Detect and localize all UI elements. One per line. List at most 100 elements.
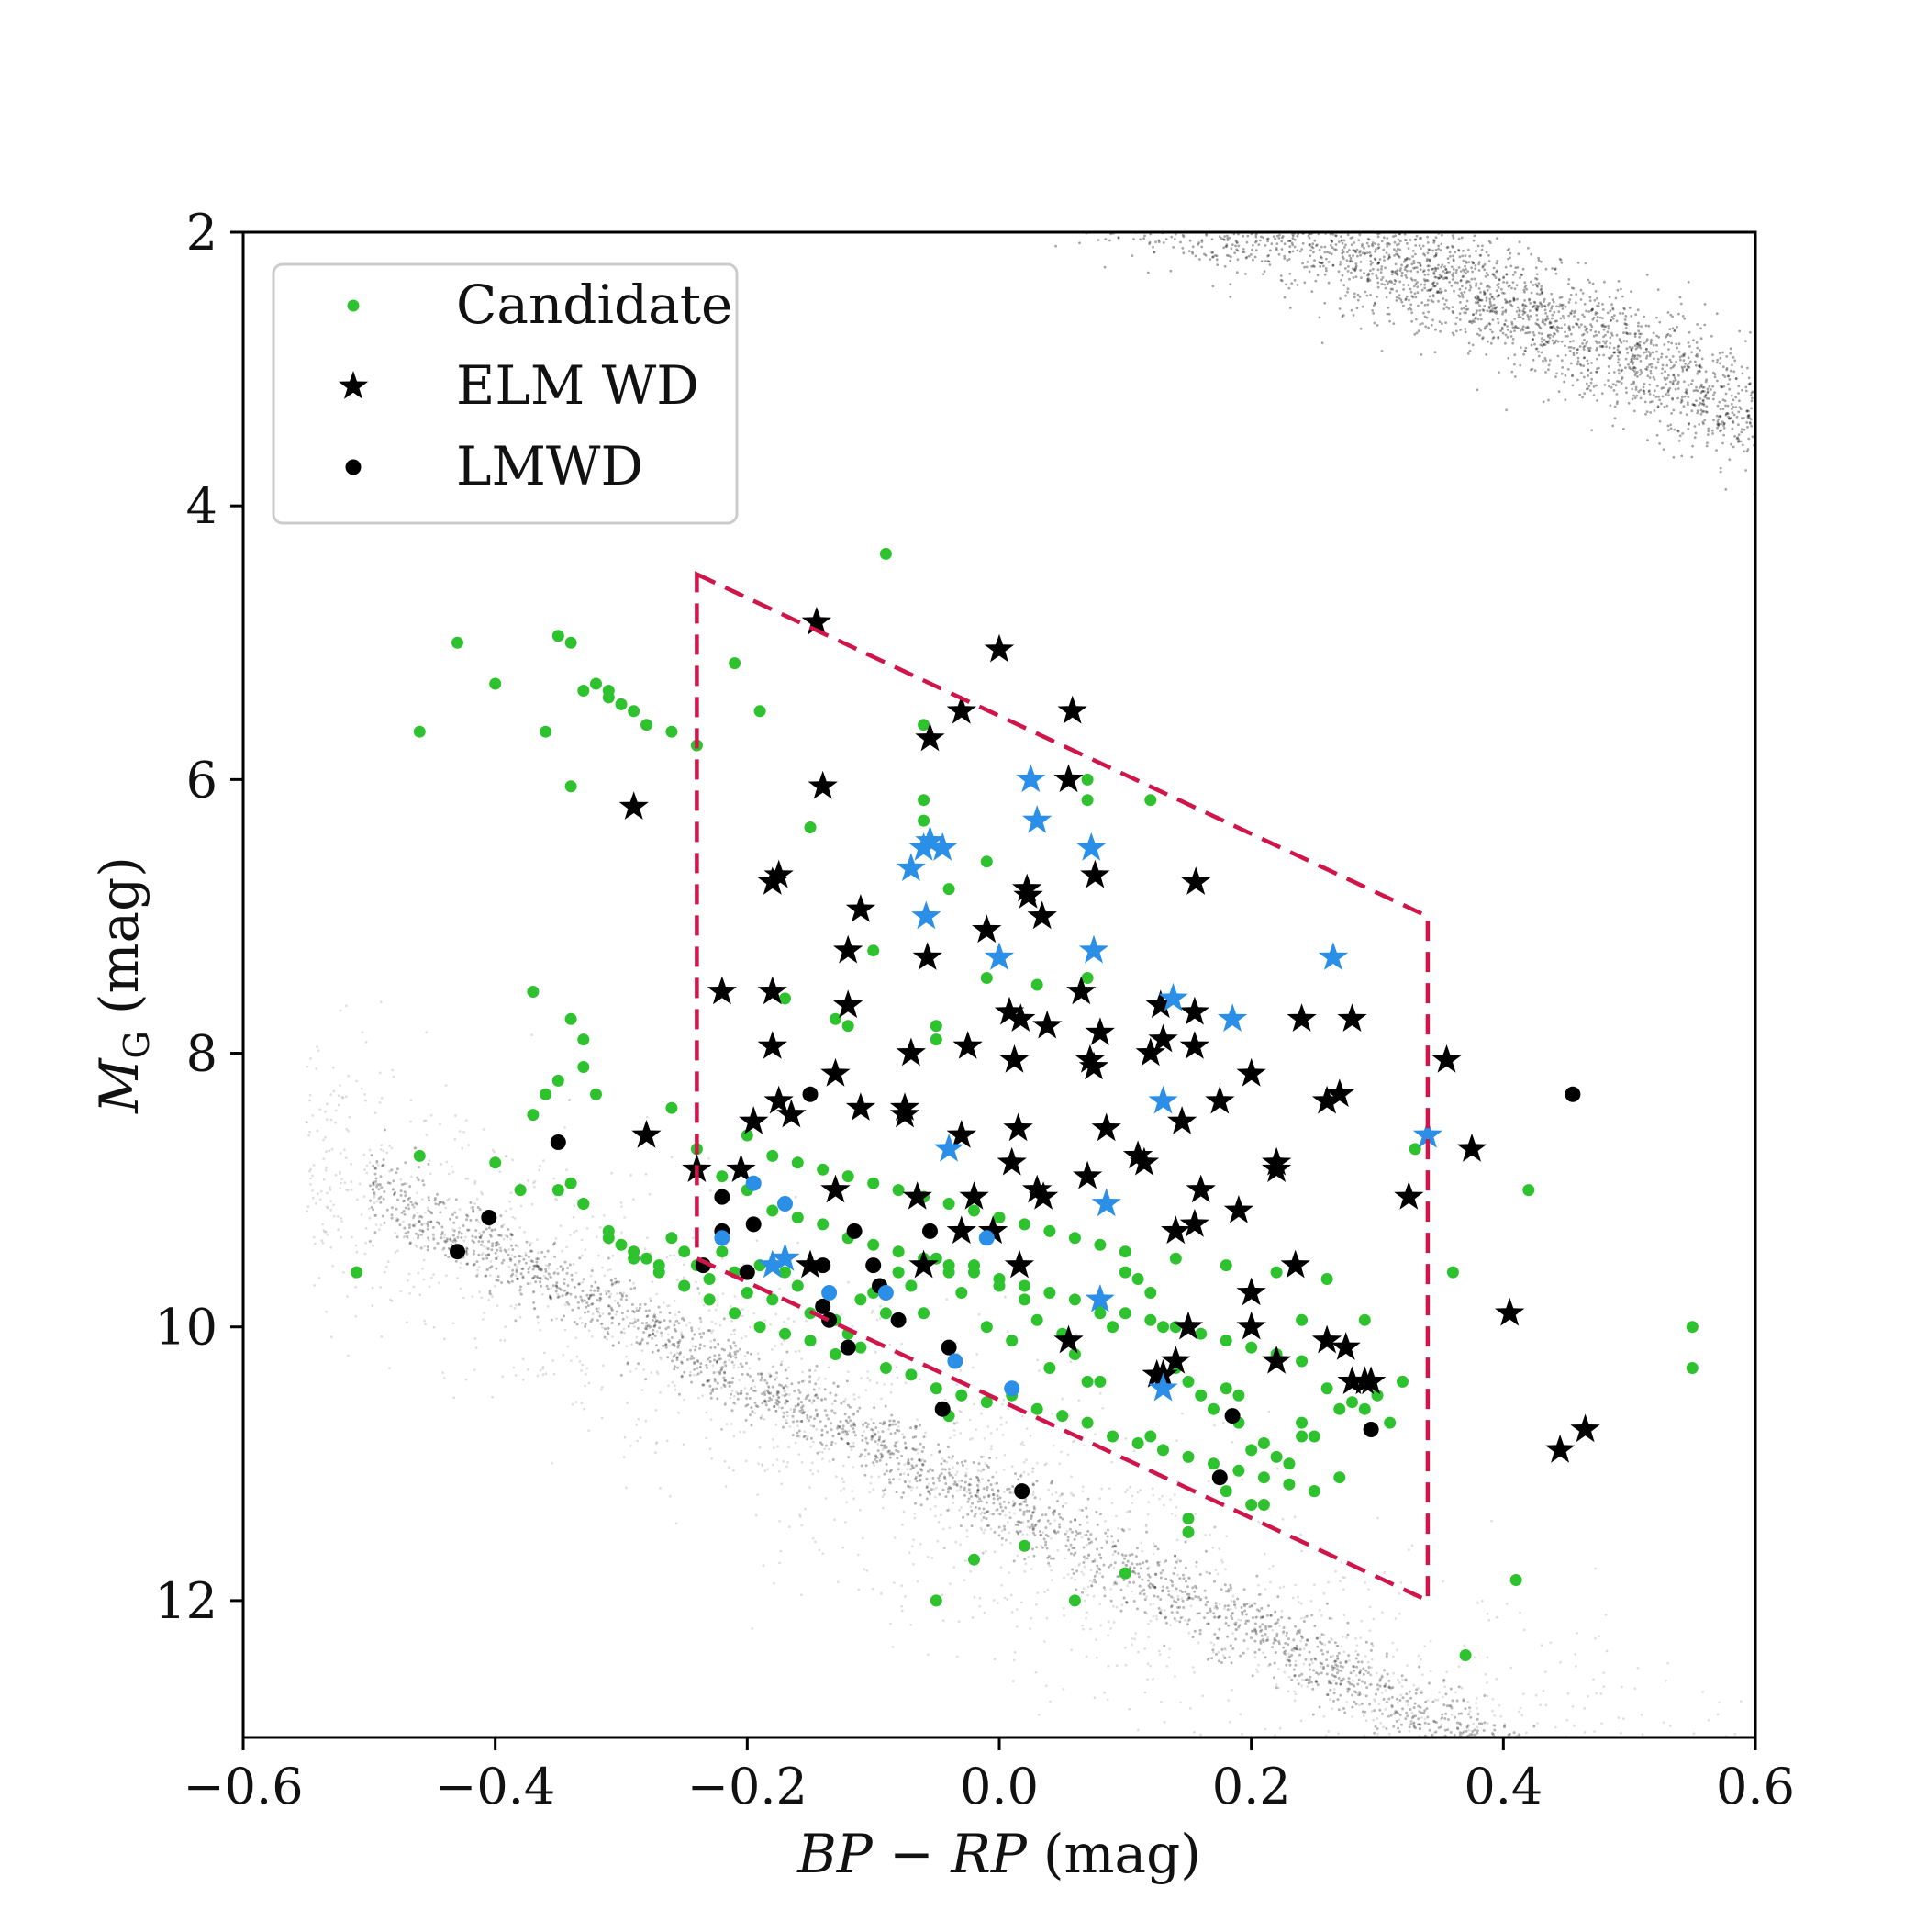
background-point — [752, 1379, 755, 1383]
background-point — [514, 1374, 518, 1377]
background-point — [519, 1272, 523, 1276]
background-point — [1120, 1553, 1124, 1557]
background-point — [916, 1580, 919, 1583]
background-point — [1449, 1730, 1453, 1734]
background-point — [1033, 1524, 1037, 1527]
background-point — [415, 1245, 418, 1249]
background-point — [395, 1171, 398, 1175]
background-point — [808, 1419, 811, 1423]
background-point — [1147, 1623, 1150, 1625]
background-point — [1176, 1594, 1180, 1598]
background-point — [1152, 1677, 1154, 1681]
background-point — [1404, 1717, 1408, 1721]
background-point — [682, 1263, 685, 1267]
background-point — [1612, 389, 1616, 392]
background-point — [635, 1335, 639, 1339]
background-point — [574, 1295, 578, 1299]
background-point — [540, 1268, 543, 1272]
background-point — [730, 1390, 734, 1392]
background-point — [1051, 1412, 1054, 1415]
background-point — [541, 1367, 544, 1370]
background-point — [1193, 1730, 1196, 1734]
background-point — [411, 1216, 415, 1220]
background-point — [1520, 273, 1523, 276]
background-point — [1112, 1621, 1116, 1624]
background-point — [414, 1146, 418, 1150]
background-point — [626, 1362, 629, 1366]
background-point — [403, 1234, 407, 1238]
background-point — [1450, 1706, 1454, 1710]
background-point — [940, 1472, 943, 1476]
background-point — [571, 1402, 574, 1406]
background-point — [1052, 1513, 1055, 1516]
background-point — [674, 1313, 677, 1316]
background-point — [1170, 1604, 1174, 1608]
background-point — [1223, 1657, 1227, 1660]
background-point — [1620, 1732, 1622, 1735]
background-point — [1056, 1530, 1060, 1534]
background-point — [1422, 311, 1425, 315]
background-point — [876, 1457, 879, 1459]
background-point — [1361, 1710, 1364, 1714]
background-point — [1471, 319, 1475, 322]
background-point — [862, 1423, 864, 1426]
background-point — [625, 1315, 629, 1319]
background-point — [862, 1424, 865, 1427]
background-point — [1188, 1577, 1192, 1580]
background-point — [526, 1368, 529, 1371]
background-point — [1074, 1518, 1076, 1522]
background-point — [490, 1229, 494, 1233]
background-point — [1409, 290, 1413, 294]
background-point — [1447, 307, 1451, 310]
background-point — [499, 1249, 503, 1253]
background-point — [1391, 1641, 1395, 1645]
background-point — [1140, 1541, 1143, 1545]
background-point — [894, 1441, 897, 1445]
background-point — [655, 1292, 658, 1296]
background-point — [313, 1284, 316, 1287]
background-point — [1371, 1644, 1375, 1647]
background-point — [818, 1387, 821, 1390]
background-point — [1003, 1491, 1006, 1493]
background-point — [1431, 1733, 1434, 1737]
background-point — [732, 1329, 735, 1332]
background-point — [587, 1429, 591, 1433]
background-point — [1326, 1650, 1330, 1654]
background-point — [1102, 1586, 1106, 1590]
background-point — [421, 1230, 425, 1234]
background-point — [1413, 285, 1416, 288]
background-point — [1434, 275, 1438, 279]
background-point — [404, 1194, 407, 1198]
background-point — [546, 1278, 550, 1281]
background-point — [1510, 286, 1513, 290]
background-point — [1165, 1665, 1169, 1668]
background-point — [1081, 1591, 1084, 1594]
background-point — [772, 1463, 774, 1467]
background-point — [610, 1283, 614, 1287]
background-point — [1369, 254, 1373, 257]
background-point — [752, 1389, 755, 1392]
background-point — [1596, 367, 1598, 371]
background-point — [1342, 1614, 1346, 1616]
background-point — [1034, 1670, 1038, 1674]
background-point — [716, 1370, 719, 1374]
background-point — [985, 1501, 988, 1504]
background-point — [732, 1341, 736, 1345]
background-point — [748, 1325, 752, 1329]
background-point — [1505, 299, 1509, 303]
background-point — [1197, 242, 1200, 246]
background-point — [1397, 254, 1400, 258]
background-point — [1495, 312, 1498, 315]
background-point — [1703, 419, 1707, 422]
background-point — [1489, 302, 1492, 306]
background-point — [563, 1282, 566, 1285]
background-point — [922, 1446, 926, 1449]
background-point — [1296, 1679, 1298, 1681]
background-point — [1157, 1606, 1161, 1610]
background-point — [775, 1458, 779, 1461]
background-point — [1138, 1575, 1141, 1579]
background-point — [563, 1289, 566, 1292]
background-point — [1303, 1616, 1306, 1620]
background-point — [766, 1389, 770, 1392]
background-point — [1315, 1681, 1319, 1684]
